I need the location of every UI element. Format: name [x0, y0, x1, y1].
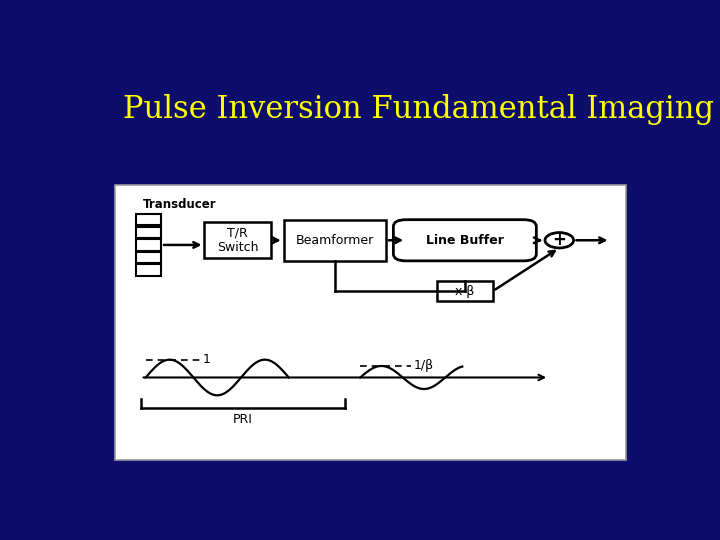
FancyBboxPatch shape	[115, 185, 626, 460]
Text: Pulse Inversion Fundamental Imaging: Pulse Inversion Fundamental Imaging	[124, 94, 714, 125]
